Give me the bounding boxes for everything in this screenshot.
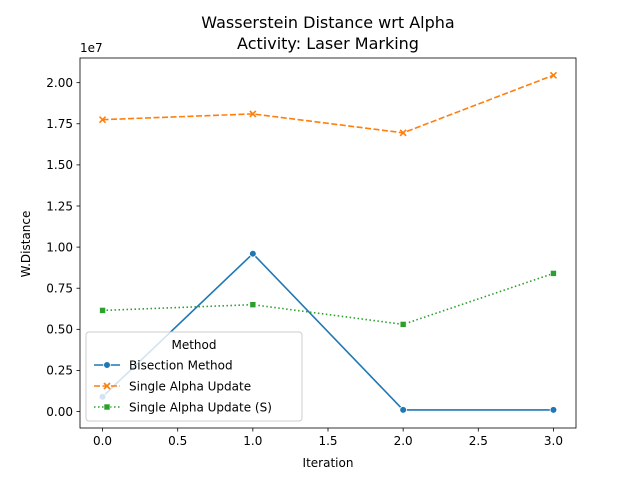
- series-line-0: [101, 252, 554, 411]
- y-offset-label: 1e7: [80, 41, 103, 55]
- legend-title: Method: [171, 338, 216, 352]
- x-tick-label-3: 1.5: [318, 434, 337, 448]
- data-point-0-2: [399, 406, 407, 414]
- y-axis-label: W.Distance: [19, 211, 33, 278]
- legend-marker-1: [103, 382, 111, 390]
- y-tick-label-2: 0.50: [46, 323, 73, 337]
- legend: Method Bisection Method Single Alpha Updat…: [85, 331, 303, 422]
- legend-marker-2: [103, 403, 111, 411]
- chart-subtitle: Activity: Laser Marking: [237, 34, 419, 53]
- data-point-0-1: [249, 249, 257, 258]
- legend-label-1: Single Alpha Update: [129, 379, 251, 393]
- y-tick-label-4: 1.00: [46, 240, 73, 254]
- x-tick-label-5: 2.5: [469, 434, 488, 448]
- data-point-1-1: [249, 110, 257, 118]
- data-point-2-0: [99, 307, 106, 314]
- data-point-2-3: [550, 270, 557, 277]
- chart-title: Wasserstein Distance wrt Alpha: [201, 13, 454, 32]
- legend-label-2: Single Alpha Update (S): [129, 400, 272, 414]
- y-tick-label-8: 2.00: [46, 76, 73, 90]
- data-point-0-3: [549, 406, 558, 414]
- x-tick-label-0: 0.0: [93, 434, 112, 448]
- y-tick-label-0: 0.00: [46, 405, 73, 419]
- y-tick-label-3: 0.75: [46, 282, 73, 296]
- series-line-2: [102, 272, 554, 326]
- y-tick-label-7: 1.75: [46, 117, 73, 131]
- x-tick-label-1: 0.5: [168, 434, 187, 448]
- legend-marker-0: [103, 361, 111, 369]
- x-axis-label: Iteration: [303, 456, 354, 470]
- y-tick-label-6: 1.50: [46, 158, 73, 172]
- y-tick-label-5: 1.25: [46, 199, 73, 213]
- x-tick-label-2: 1.0: [243, 434, 262, 448]
- legend-box: [85, 331, 303, 422]
- x-tick-label-4: 2.0: [394, 434, 413, 448]
- data-point-2-1: [249, 301, 257, 308]
- legend-label-0: Bisection Method: [129, 358, 233, 372]
- data-point-1-0: [98, 116, 107, 124]
- y-tick-label-1: 0.25: [46, 364, 73, 378]
- series-line-1: [102, 74, 554, 134]
- data-point-1-3: [549, 71, 558, 79]
- x-tick-label-6: 3.0: [544, 434, 563, 448]
- data-point-2-2: [399, 321, 407, 328]
- data-point-1-2: [399, 129, 407, 137]
- plot-area: 0.0 0.5 1.0 1.5 2.0 2.5 3.0 0.00 0.25 0.50 0.75 1.0…: [46, 57, 577, 448]
